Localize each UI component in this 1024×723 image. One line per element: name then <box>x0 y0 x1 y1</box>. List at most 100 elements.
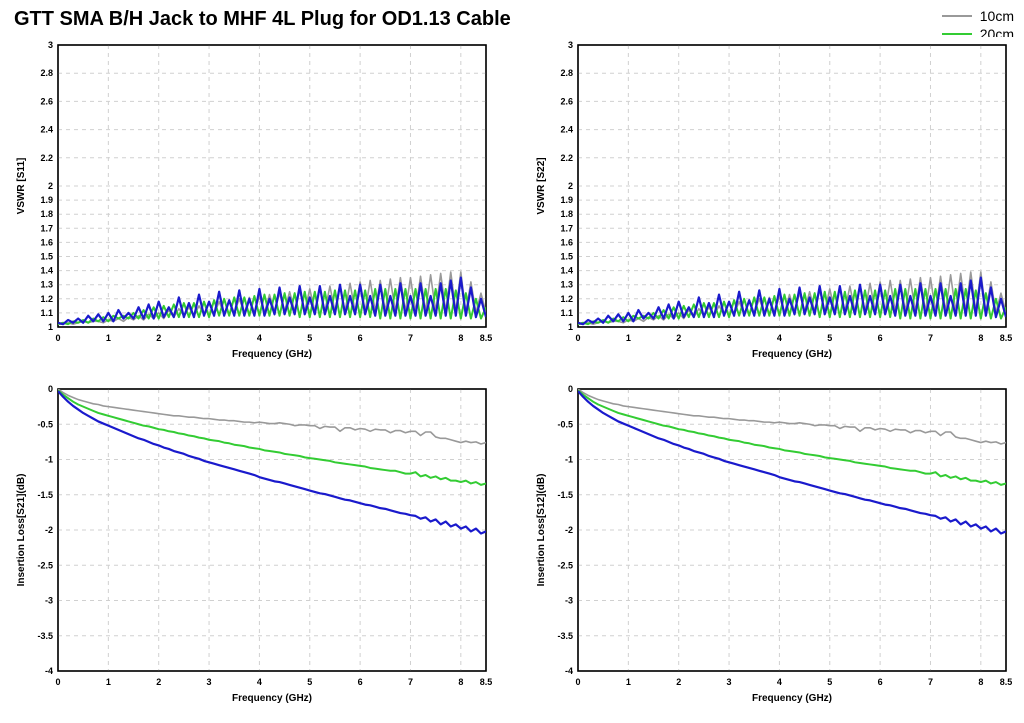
svg-text:VSWR [S11]: VSWR [S11] <box>16 158 27 215</box>
svg-text:-1: -1 <box>45 455 53 465</box>
svg-text:6: 6 <box>878 677 883 687</box>
svg-text:-3: -3 <box>565 596 573 606</box>
chart-grid: 0123456788.511.11.21.31.41.51.61.71.81.9… <box>10 37 1014 707</box>
chart-vswr-s22: 0123456788.511.11.21.31.41.51.61.71.81.9… <box>530 37 1014 363</box>
svg-text:1.7: 1.7 <box>40 223 53 233</box>
svg-text:8: 8 <box>458 333 463 343</box>
svg-text:-3.5: -3.5 <box>557 631 573 641</box>
svg-text:2.2: 2.2 <box>40 153 53 163</box>
svg-text:1.5: 1.5 <box>560 252 573 262</box>
svg-text:3: 3 <box>207 677 212 687</box>
svg-text:2.4: 2.4 <box>40 125 53 135</box>
chart-vswr-s11: 0123456788.511.11.21.31.41.51.61.71.81.9… <box>10 37 494 363</box>
svg-text:0: 0 <box>48 384 53 394</box>
svg-text:2.4: 2.4 <box>560 125 573 135</box>
svg-text:1.9: 1.9 <box>40 195 53 205</box>
svg-text:8.5: 8.5 <box>1000 333 1013 343</box>
svg-text:Frequency (GHz): Frequency (GHz) <box>752 693 832 704</box>
legend-label: 10cm <box>980 8 1014 24</box>
svg-text:0: 0 <box>55 677 60 687</box>
svg-text:1.8: 1.8 <box>560 209 573 219</box>
svg-text:-2.5: -2.5 <box>37 560 53 570</box>
svg-text:1.3: 1.3 <box>40 280 53 290</box>
svg-text:3: 3 <box>48 40 53 50</box>
svg-text:3: 3 <box>727 333 732 343</box>
svg-text:7: 7 <box>408 677 413 687</box>
svg-text:2: 2 <box>676 333 681 343</box>
svg-text:1: 1 <box>48 322 53 332</box>
svg-text:4: 4 <box>777 677 782 687</box>
svg-text:-1.5: -1.5 <box>557 490 573 500</box>
svg-text:-0.5: -0.5 <box>557 419 573 429</box>
svg-text:1.5: 1.5 <box>40 252 53 262</box>
svg-text:2.2: 2.2 <box>560 153 573 163</box>
svg-text:1.1: 1.1 <box>560 308 573 318</box>
svg-text:0: 0 <box>568 384 573 394</box>
svg-text:5: 5 <box>827 677 832 687</box>
svg-text:1: 1 <box>626 677 631 687</box>
svg-text:Insertion Loss[S21](dB): Insertion Loss[S21](dB) <box>16 474 27 587</box>
svg-text:2.8: 2.8 <box>40 68 53 78</box>
svg-text:-2.5: -2.5 <box>557 560 573 570</box>
svg-text:5: 5 <box>307 333 312 343</box>
svg-text:6: 6 <box>878 333 883 343</box>
svg-text:-4: -4 <box>45 666 53 676</box>
chart-svg: 0123456788.5-4-3.5-3-2.5-2-1.5-1-0.50Fre… <box>530 381 1014 707</box>
svg-text:1.6: 1.6 <box>40 237 53 247</box>
svg-text:1.6: 1.6 <box>560 237 573 247</box>
svg-text:7: 7 <box>928 677 933 687</box>
chart-insertion-loss-s12: 0123456788.5-4-3.5-3-2.5-2-1.5-1-0.50Fre… <box>530 381 1014 707</box>
svg-text:6: 6 <box>358 333 363 343</box>
page-title: GTT SMA B/H Jack to MHF 4L Plug for OD1.… <box>14 8 1014 31</box>
svg-text:8.5: 8.5 <box>480 333 493 343</box>
svg-text:1.4: 1.4 <box>40 266 53 276</box>
page: GTT SMA B/H Jack to MHF 4L Plug for OD1.… <box>0 0 1024 723</box>
svg-text:-4: -4 <box>565 666 573 676</box>
svg-text:2: 2 <box>156 677 161 687</box>
svg-text:7: 7 <box>928 333 933 343</box>
svg-text:-2: -2 <box>45 525 53 535</box>
svg-text:Frequency (GHz): Frequency (GHz) <box>752 349 832 360</box>
svg-text:2: 2 <box>156 333 161 343</box>
svg-text:1.2: 1.2 <box>40 294 53 304</box>
svg-text:0: 0 <box>575 333 580 343</box>
svg-text:Insertion Loss[S12](dB): Insertion Loss[S12](dB) <box>536 474 547 587</box>
svg-text:2: 2 <box>676 677 681 687</box>
svg-text:2.6: 2.6 <box>40 96 53 106</box>
svg-text:-3.5: -3.5 <box>37 631 53 641</box>
svg-text:1.9: 1.9 <box>560 195 573 205</box>
svg-text:2: 2 <box>48 181 53 191</box>
svg-text:1.1: 1.1 <box>40 308 53 318</box>
svg-text:8: 8 <box>978 677 983 687</box>
svg-text:8: 8 <box>458 677 463 687</box>
legend-item-10cm: 10cm <box>942 8 1014 24</box>
svg-text:-3: -3 <box>45 596 53 606</box>
svg-text:1: 1 <box>568 322 573 332</box>
legend-swatch-10cm <box>942 15 972 17</box>
svg-text:3: 3 <box>207 333 212 343</box>
svg-text:1.7: 1.7 <box>560 223 573 233</box>
svg-text:1.3: 1.3 <box>560 280 573 290</box>
chart-svg: 0123456788.5-4-3.5-3-2.5-2-1.5-1-0.50Fre… <box>10 381 494 707</box>
svg-text:5: 5 <box>307 677 312 687</box>
svg-text:4: 4 <box>777 333 782 343</box>
svg-text:2.6: 2.6 <box>560 96 573 106</box>
svg-text:7: 7 <box>408 333 413 343</box>
svg-text:Frequency (GHz): Frequency (GHz) <box>232 693 312 704</box>
svg-text:1.8: 1.8 <box>40 209 53 219</box>
svg-text:1: 1 <box>106 677 111 687</box>
svg-text:-2: -2 <box>565 525 573 535</box>
svg-text:-0.5: -0.5 <box>37 419 53 429</box>
svg-text:1.2: 1.2 <box>560 294 573 304</box>
svg-text:2: 2 <box>568 181 573 191</box>
svg-text:0: 0 <box>55 333 60 343</box>
svg-text:1: 1 <box>626 333 631 343</box>
svg-text:6: 6 <box>358 677 363 687</box>
svg-text:8.5: 8.5 <box>1000 677 1013 687</box>
svg-text:3: 3 <box>568 40 573 50</box>
svg-text:4: 4 <box>257 677 262 687</box>
svg-text:8: 8 <box>978 333 983 343</box>
svg-text:1: 1 <box>106 333 111 343</box>
svg-text:-1: -1 <box>565 455 573 465</box>
svg-text:5: 5 <box>827 333 832 343</box>
